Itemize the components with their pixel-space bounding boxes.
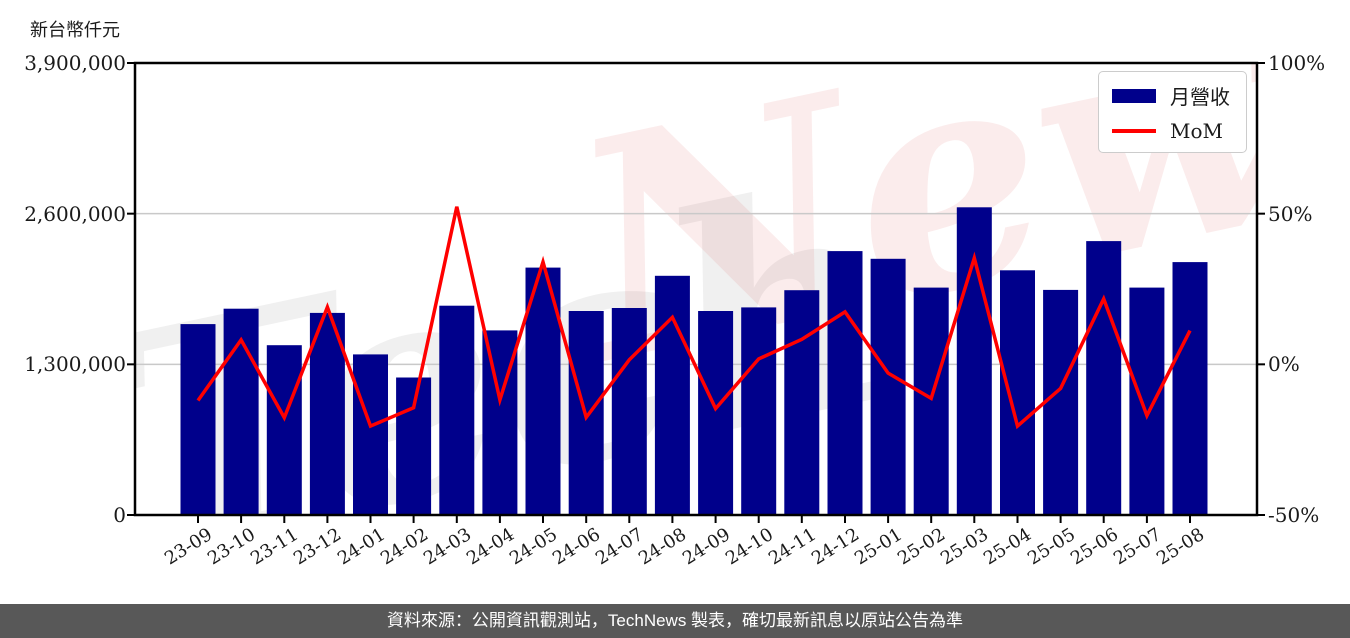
x-tick-label: 25-01 [851,524,907,570]
plot-border [133,61,1259,517]
y-left-tick-label: 2,600,000 [24,201,126,226]
x-tick-label: 23-12 [290,524,346,570]
x-tick-label: 24-06 [549,524,605,570]
legend-revenue-label: 月營收 [1170,85,1230,109]
legend-item-revenue: 月營收 [1112,81,1230,110]
revenue-bar [870,258,906,515]
legend-mom-label: MoM [1170,119,1223,143]
revenue-bar [1086,241,1122,515]
x-tick-label: 24-12 [807,524,864,570]
source-caption: 資料來源：公開資訊觀測站，TechNews 製表，確切最新訊息以原站公告為準 [0,604,1350,638]
legend: 月營收 MoM [1098,71,1247,153]
x-tick-label: 24-03 [419,524,475,570]
x-tick-label: 25-07 [1109,524,1165,570]
plot-canvas [127,61,1265,523]
revenue-bar [784,290,820,515]
mom-line-swatch [1112,129,1156,133]
revenue-swatch [1112,88,1156,103]
x-tick-label: 24-02 [376,524,432,570]
x-tick-label: 24-11 [764,524,820,570]
revenue-bar [611,308,647,515]
y-right-tick-label: -50% [1268,503,1320,527]
revenue-bar [353,354,388,515]
y-left-tick-label: 0 [113,503,126,527]
revenue-bar [180,324,216,515]
revenue-bar [309,312,345,515]
revenue-bar [741,307,777,515]
revenue-bar [266,345,302,515]
x-tick-label: 23-11 [247,524,303,570]
revenue-bar [827,251,863,515]
y-axis-title: 新台幣仟元 [30,20,120,41]
x-tick-label: 24-10 [721,524,777,570]
x-tick-label: 24-04 [462,524,519,570]
x-tick-label: 24-08 [635,524,691,570]
revenue-bar [698,311,734,515]
y-left-tick-label: 3,900,000 [24,51,126,75]
y-right-tick-label: 100% [1268,51,1326,75]
x-tick-label: 25-08 [1152,524,1209,570]
mom-line [196,206,1192,430]
x-tick-label: 25-06 [1066,524,1122,570]
y-right-tick-label: 50% [1268,201,1313,226]
x-tick-label: 23-10 [204,524,260,570]
revenue-bar [913,287,949,515]
x-tick-label: 25-04 [980,524,1036,570]
y-left-tick-label: 1,300,000 [24,352,126,377]
x-tick-label: 25-02 [894,524,950,570]
x-tick-label: 24-05 [506,524,562,570]
plot-area: Tech News 月營收 MoM [127,61,1265,523]
x-tick-label: 23-09 [160,524,217,570]
revenue-bar [396,377,432,515]
y-right-tick-label: 0% [1268,352,1300,377]
x-tick-label: 25-03 [937,524,993,570]
x-tick-label: 25-05 [1023,524,1079,570]
revenue-bar [1129,287,1165,515]
revenue-bar [1043,289,1079,515]
x-tick-label: 24-07 [592,524,648,570]
x-tick-label: 24-09 [678,524,734,570]
legend-item-mom: MoM [1112,119,1230,143]
revenue-bar [1000,270,1035,515]
revenue-bar [439,305,475,515]
revenue-bar [1172,262,1208,515]
revenue-bar [654,275,690,515]
x-tick-label: 24-01 [333,524,389,570]
